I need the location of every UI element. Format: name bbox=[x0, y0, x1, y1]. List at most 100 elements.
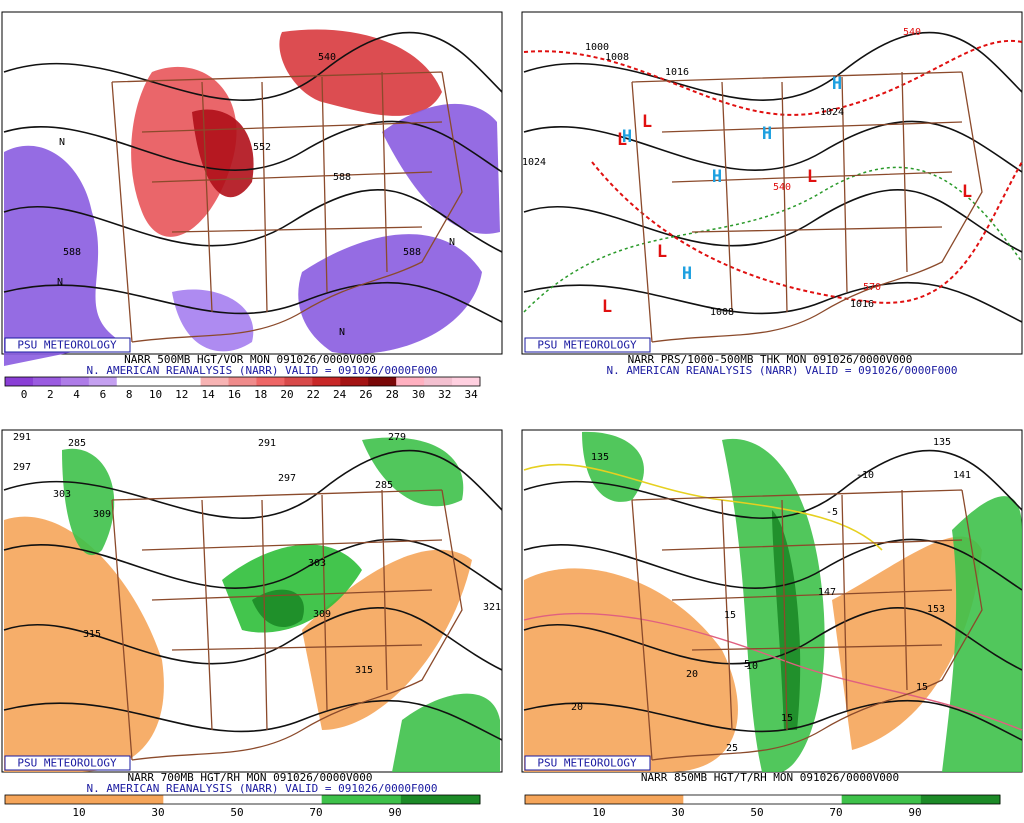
contour-label: 20 bbox=[571, 702, 583, 713]
map-panel: 540 552 588 588 588 N N N N PSU METEOROLOGY NARR 5… bbox=[1, 11, 503, 401]
contour-label: 15 bbox=[724, 610, 736, 621]
colorbar-label: 90 bbox=[388, 806, 401, 819]
colorbar-label: 70 bbox=[309, 806, 322, 819]
pressure-center: H bbox=[762, 124, 772, 144]
contour bbox=[3, 607, 503, 671]
borders bbox=[631, 71, 983, 343]
field-shading bbox=[62, 448, 115, 556]
colorbar-segment bbox=[312, 377, 341, 386]
colorbar-frame bbox=[4, 794, 481, 805]
colorbar-segment bbox=[60, 377, 90, 386]
map-content: 1000100810161024102454054057010081016HHH… bbox=[522, 27, 1023, 343]
pressure-center: L bbox=[642, 112, 652, 132]
contour bbox=[3, 699, 503, 741]
contour-label: 309 bbox=[313, 609, 331, 620]
contour-label: 279 bbox=[388, 432, 406, 443]
field-shading bbox=[4, 145, 122, 366]
colorbar-segment bbox=[200, 377, 230, 386]
contour-label: 291 bbox=[258, 438, 276, 449]
colorbar-segment bbox=[242, 795, 323, 804]
colorbar-segment bbox=[163, 795, 243, 804]
colorbar-segment bbox=[256, 377, 285, 386]
colorbar-label: 30 bbox=[151, 806, 164, 819]
map-content: 540 552 588 588 588 N N N N bbox=[3, 29, 503, 366]
colorbar-label: 10 bbox=[592, 806, 605, 819]
contour-label: 588 bbox=[333, 172, 351, 183]
contour bbox=[3, 538, 503, 591]
contour-label: 1016 bbox=[850, 299, 874, 310]
borders bbox=[111, 71, 463, 343]
field-shading bbox=[172, 289, 254, 352]
colorbar-label: 50 bbox=[230, 806, 243, 819]
contour-label: 570 bbox=[863, 282, 881, 293]
contour bbox=[523, 449, 1023, 519]
colorbar-label: 10 bbox=[149, 388, 162, 401]
contour-label: 291 bbox=[13, 432, 31, 443]
colorbar-segment bbox=[368, 377, 397, 386]
colorbar-segment bbox=[5, 795, 85, 804]
colorbar-label: 4 bbox=[73, 388, 80, 401]
subcaption: N. AMERICAN REANALYSIS (NARR) VALID = 09… bbox=[87, 364, 438, 377]
colorbar-label: 26 bbox=[359, 388, 372, 401]
colorbar-label: 20 bbox=[280, 388, 293, 401]
colorbar-segment bbox=[452, 377, 481, 386]
colorbar-label: 18 bbox=[254, 388, 267, 401]
contour-label: 303 bbox=[308, 558, 326, 569]
map-frame bbox=[521, 11, 1023, 355]
contour-label: 297 bbox=[278, 473, 296, 484]
contour-label: 315 bbox=[83, 629, 101, 640]
field-shading bbox=[4, 516, 164, 772]
contour-label: 141 bbox=[953, 470, 971, 481]
colorbar-segment bbox=[920, 795, 1001, 804]
contour-label: -5 bbox=[826, 507, 838, 518]
contour-label: N bbox=[57, 277, 63, 288]
colorbar-segment bbox=[604, 795, 684, 804]
contour-label: 153 bbox=[927, 604, 945, 615]
colorbar-label: 70 bbox=[829, 806, 842, 819]
contour-label: 1024 bbox=[820, 107, 844, 118]
contour-label: N bbox=[339, 327, 345, 338]
pressure-center: L bbox=[602, 297, 612, 317]
field-shading bbox=[279, 29, 442, 116]
colorbar-segment bbox=[841, 795, 922, 804]
contour-label: 10 bbox=[746, 661, 758, 672]
field-shading bbox=[582, 431, 644, 502]
colorbar-segment bbox=[84, 795, 164, 804]
field-shading bbox=[302, 549, 472, 730]
colorbar-label: 6 bbox=[100, 388, 107, 401]
colorbar-label: 22 bbox=[307, 388, 320, 401]
contour-label: 135 bbox=[591, 452, 609, 463]
contour-label: 588 bbox=[403, 247, 421, 258]
contour-label: N bbox=[449, 237, 455, 248]
colorbar-segment bbox=[116, 377, 146, 386]
pressure-center: H bbox=[682, 264, 692, 284]
pressure-center: L bbox=[807, 167, 817, 187]
pressure-center: H bbox=[832, 74, 842, 94]
contour-label: 1008 bbox=[605, 52, 629, 63]
map-panel: 1000100810161024102454054057010081016HHH… bbox=[521, 11, 1023, 377]
colorbar-segment bbox=[144, 377, 174, 386]
contour-label: 15 bbox=[781, 713, 793, 724]
borders bbox=[631, 489, 983, 761]
field-shading bbox=[772, 510, 801, 730]
contour-label: -10 bbox=[856, 470, 874, 481]
colorbar-label: 50 bbox=[750, 806, 763, 819]
colorbar-label: 32 bbox=[438, 388, 451, 401]
colorbar-label: 0 bbox=[21, 388, 28, 401]
contour-label: 25 bbox=[726, 743, 738, 754]
field-shading bbox=[362, 437, 464, 507]
logo: PSU METEOROLOGY bbox=[537, 757, 637, 770]
contour bbox=[3, 189, 503, 253]
colorbar-label: 30 bbox=[671, 806, 684, 819]
contour-label: 552 bbox=[253, 142, 271, 153]
pressure-center: L bbox=[657, 242, 667, 262]
caption: NARR PRS/1000-500MB THK MON 091026/0000V… bbox=[628, 353, 913, 366]
contour-label: 1024 bbox=[522, 157, 546, 168]
contour bbox=[523, 31, 1023, 101]
colorbar-label: 10 bbox=[72, 806, 85, 819]
contour-label: 15 bbox=[916, 682, 928, 693]
contour bbox=[523, 281, 1023, 323]
colorbar-segment bbox=[396, 377, 425, 386]
contour-label: 540 bbox=[773, 182, 791, 193]
contour-label: 285 bbox=[68, 438, 86, 449]
